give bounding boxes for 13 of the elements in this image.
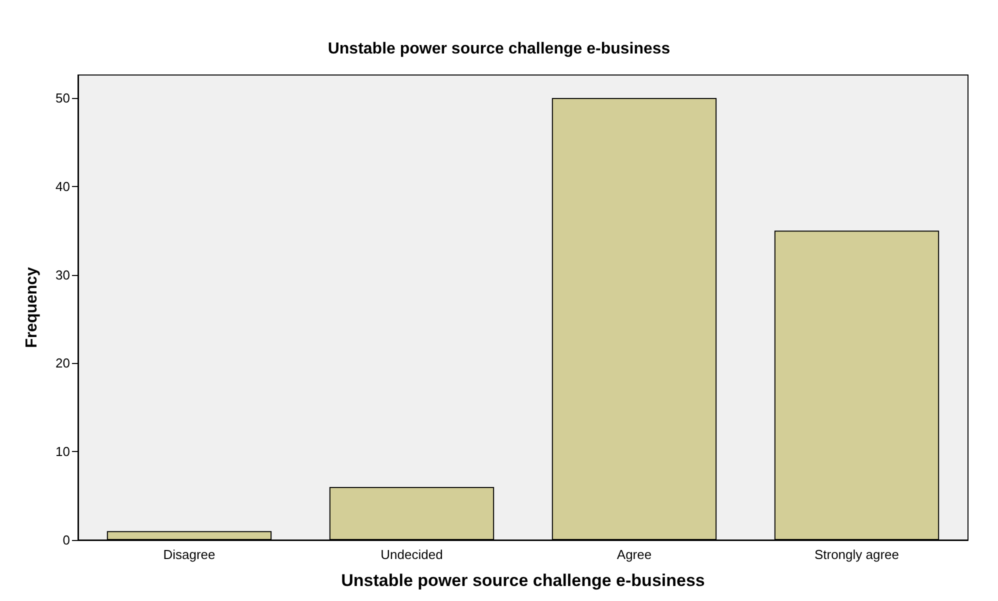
chart-title: Unstable power source challenge e-business: [328, 40, 670, 58]
y-tick-label: 0: [62, 532, 70, 548]
y-tick-label: 10: [56, 444, 70, 460]
x-tick-label: Agree: [616, 547, 652, 562]
x-axis-title: Unstable power source challenge e-business: [341, 571, 705, 590]
y-tick-label: 30: [56, 267, 70, 282]
x-tick-label: Disagree: [163, 547, 216, 562]
y-tick-label: 40: [56, 178, 70, 194]
y-axis-title: Frequency: [24, 266, 40, 348]
x-tick-label: Undecided: [380, 547, 443, 562]
y-tick-label: 50: [56, 90, 70, 106]
y-tick-label: 20: [56, 356, 70, 371]
x-tick-label: Strongly agree: [814, 547, 900, 562]
